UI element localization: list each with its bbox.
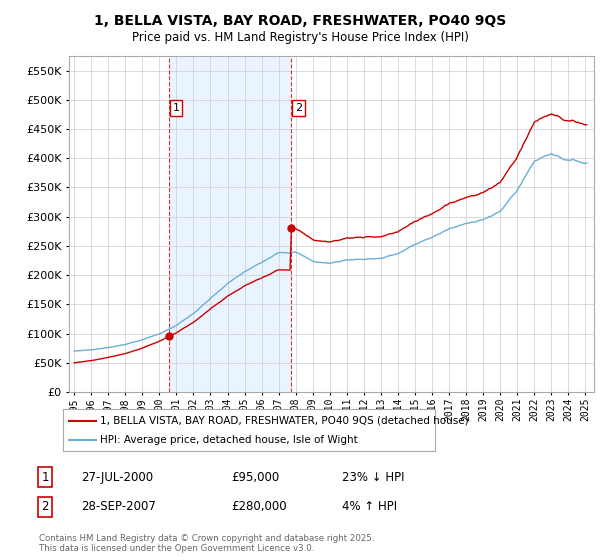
Text: Price paid vs. HM Land Registry's House Price Index (HPI): Price paid vs. HM Land Registry's House … [131,31,469,44]
Text: 4% ↑ HPI: 4% ↑ HPI [342,500,397,514]
Text: £280,000: £280,000 [231,500,287,514]
Text: HPI: Average price, detached house, Isle of Wight: HPI: Average price, detached house, Isle… [100,435,358,445]
Text: 1, BELLA VISTA, BAY ROAD, FRESHWATER, PO40 9QS: 1, BELLA VISTA, BAY ROAD, FRESHWATER, PO… [94,14,506,28]
Text: 2: 2 [295,102,302,113]
Text: £95,000: £95,000 [231,470,279,484]
Text: 2: 2 [41,500,49,514]
Text: 1: 1 [173,102,179,113]
Text: Contains HM Land Registry data © Crown copyright and database right 2025.
This d: Contains HM Land Registry data © Crown c… [39,534,374,553]
Text: 23% ↓ HPI: 23% ↓ HPI [342,470,404,484]
Text: 1: 1 [41,470,49,484]
Text: 28-SEP-2007: 28-SEP-2007 [81,500,156,514]
Bar [169,56,292,392]
Text: 27-JUL-2000: 27-JUL-2000 [81,470,153,484]
Text: 1, BELLA VISTA, BAY ROAD, FRESHWATER, PO40 9QS (detached house): 1, BELLA VISTA, BAY ROAD, FRESHWATER, PO… [100,416,469,426]
